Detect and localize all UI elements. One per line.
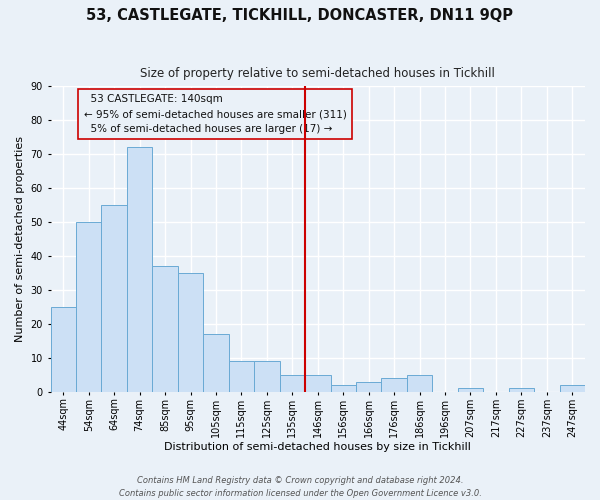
Bar (50, 307, 76, 392)
Bar (560, 385, 585, 392)
X-axis label: Distribution of semi-detached houses by size in Tickhill: Distribution of semi-detached houses by … (164, 442, 471, 452)
Bar (76, 222, 101, 392)
Text: 53 CASTLEGATE: 140sqm
← 95% of semi-detached houses are smaller (311)
  5% of se: 53 CASTLEGATE: 140sqm ← 95% of semi-deta… (83, 94, 347, 134)
Bar (458, 388, 483, 392)
Text: 53, CASTLEGATE, TICKHILL, DONCASTER, DN11 9QP: 53, CASTLEGATE, TICKHILL, DONCASTER, DN1… (86, 8, 514, 22)
Text: Contains HM Land Registry data © Crown copyright and database right 2024.
Contai: Contains HM Land Registry data © Crown c… (119, 476, 481, 498)
Bar (382, 378, 407, 392)
Bar (127, 147, 152, 392)
Bar (229, 362, 254, 392)
Bar (331, 385, 356, 392)
Bar (101, 205, 127, 392)
Bar (305, 375, 331, 392)
Bar (280, 375, 305, 392)
Bar (203, 334, 229, 392)
Bar (152, 266, 178, 392)
Bar (254, 362, 280, 392)
Y-axis label: Number of semi-detached properties: Number of semi-detached properties (15, 136, 25, 342)
Bar (407, 375, 433, 392)
Bar (356, 382, 382, 392)
Title: Size of property relative to semi-detached houses in Tickhill: Size of property relative to semi-detach… (140, 68, 495, 80)
Bar (178, 273, 203, 392)
Bar (509, 388, 534, 392)
